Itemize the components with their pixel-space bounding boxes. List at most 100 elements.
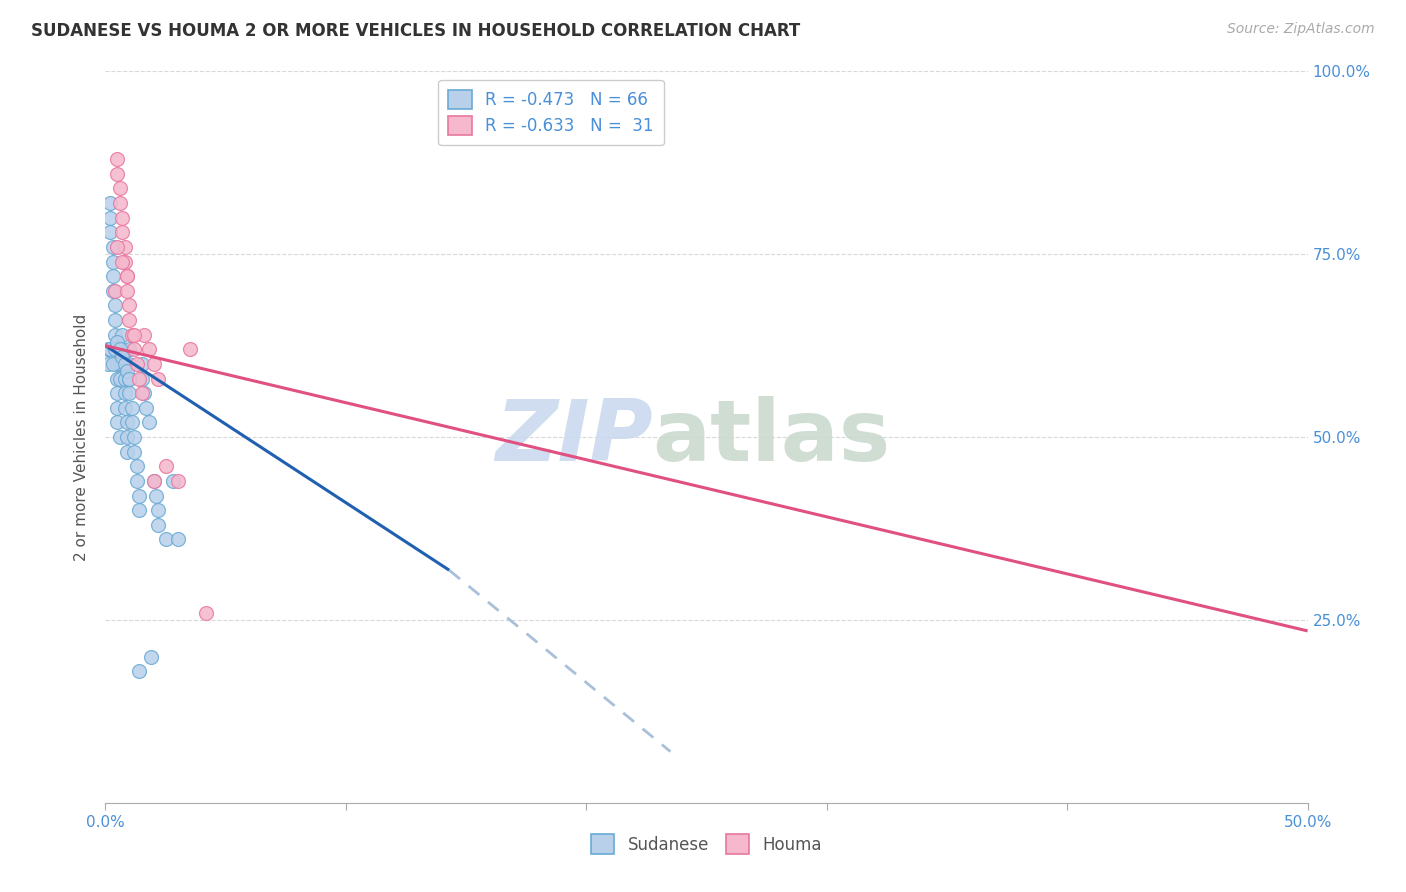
Text: atlas: atlas <box>652 395 890 479</box>
Point <box>108 371 131 385</box>
Point <box>108 181 131 195</box>
Point <box>166 533 188 547</box>
Point <box>128 503 150 517</box>
Point <box>148 503 170 517</box>
Point <box>128 371 150 385</box>
Point <box>118 357 141 371</box>
Point <box>114 371 136 385</box>
Point <box>108 196 131 211</box>
Point <box>107 152 129 166</box>
Point <box>107 371 129 385</box>
Point <box>155 459 177 474</box>
Point <box>108 343 131 357</box>
Point <box>166 474 188 488</box>
Point <box>128 664 150 678</box>
Point <box>145 489 167 503</box>
Point <box>101 269 124 284</box>
Point <box>111 357 134 371</box>
Point <box>108 430 131 444</box>
Point <box>101 284 124 298</box>
Point <box>118 386 141 401</box>
Point <box>111 343 134 357</box>
Point <box>98 196 121 211</box>
Point <box>121 327 143 342</box>
Point <box>132 386 155 401</box>
Point <box>104 327 127 342</box>
Point <box>118 313 141 327</box>
Point <box>124 327 146 342</box>
Point <box>115 444 138 458</box>
Point <box>118 371 141 385</box>
Point <box>148 517 170 532</box>
Point <box>97 357 120 371</box>
Point <box>125 357 148 371</box>
Point <box>124 444 146 458</box>
Point <box>115 364 138 378</box>
Point <box>111 225 134 239</box>
Point <box>101 357 124 371</box>
Point <box>121 416 143 430</box>
Point <box>114 357 136 371</box>
Point <box>114 254 136 268</box>
Point <box>111 350 134 364</box>
Point <box>121 401 143 415</box>
Point <box>118 371 141 385</box>
Point <box>114 386 136 401</box>
Point <box>107 401 129 415</box>
Text: ZIP: ZIP <box>495 395 652 479</box>
Point <box>107 416 129 430</box>
Point <box>139 649 162 664</box>
Point <box>107 357 129 371</box>
Point <box>104 343 127 357</box>
Point <box>101 254 124 268</box>
Point <box>98 211 121 225</box>
Text: SUDANESE VS HOUMA 2 OR MORE VEHICLES IN HOUSEHOLD CORRELATION CHART: SUDANESE VS HOUMA 2 OR MORE VEHICLES IN … <box>31 22 800 40</box>
Point <box>148 371 170 385</box>
Point <box>107 334 129 349</box>
Point <box>115 284 138 298</box>
Point <box>111 254 134 268</box>
Point <box>104 343 127 357</box>
Point <box>115 269 138 284</box>
Point <box>138 416 160 430</box>
Point <box>98 343 121 357</box>
Point <box>101 240 124 254</box>
Point <box>118 343 141 357</box>
Point <box>162 474 184 488</box>
Text: Source: ZipAtlas.com: Source: ZipAtlas.com <box>1227 22 1375 37</box>
Point <box>115 430 138 444</box>
Point <box>128 489 150 503</box>
Point <box>142 474 165 488</box>
Point <box>131 371 153 385</box>
Point <box>142 474 165 488</box>
Point <box>108 343 131 357</box>
Point <box>118 298 141 312</box>
Point <box>135 401 157 415</box>
Point <box>155 533 177 547</box>
Y-axis label: 2 or more Vehicles in Household: 2 or more Vehicles in Household <box>75 313 90 561</box>
Point <box>111 327 134 342</box>
Point <box>97 343 120 357</box>
Point <box>115 416 138 430</box>
Point <box>124 343 146 357</box>
Point <box>104 284 127 298</box>
Point <box>115 269 138 284</box>
Point <box>179 343 201 357</box>
Point <box>195 606 218 620</box>
Point <box>125 474 148 488</box>
Point <box>114 401 136 415</box>
Point <box>125 459 148 474</box>
Point <box>114 240 136 254</box>
Point <box>124 430 146 444</box>
Point <box>131 386 153 401</box>
Point <box>138 343 160 357</box>
Point <box>98 225 121 239</box>
Point <box>104 298 127 312</box>
Point <box>107 386 129 401</box>
Point <box>107 167 129 181</box>
Legend: Sudanese, Houma: Sudanese, Houma <box>585 828 828 860</box>
Point <box>142 357 165 371</box>
Point <box>104 313 127 327</box>
Point <box>107 240 129 254</box>
Point <box>132 327 155 342</box>
